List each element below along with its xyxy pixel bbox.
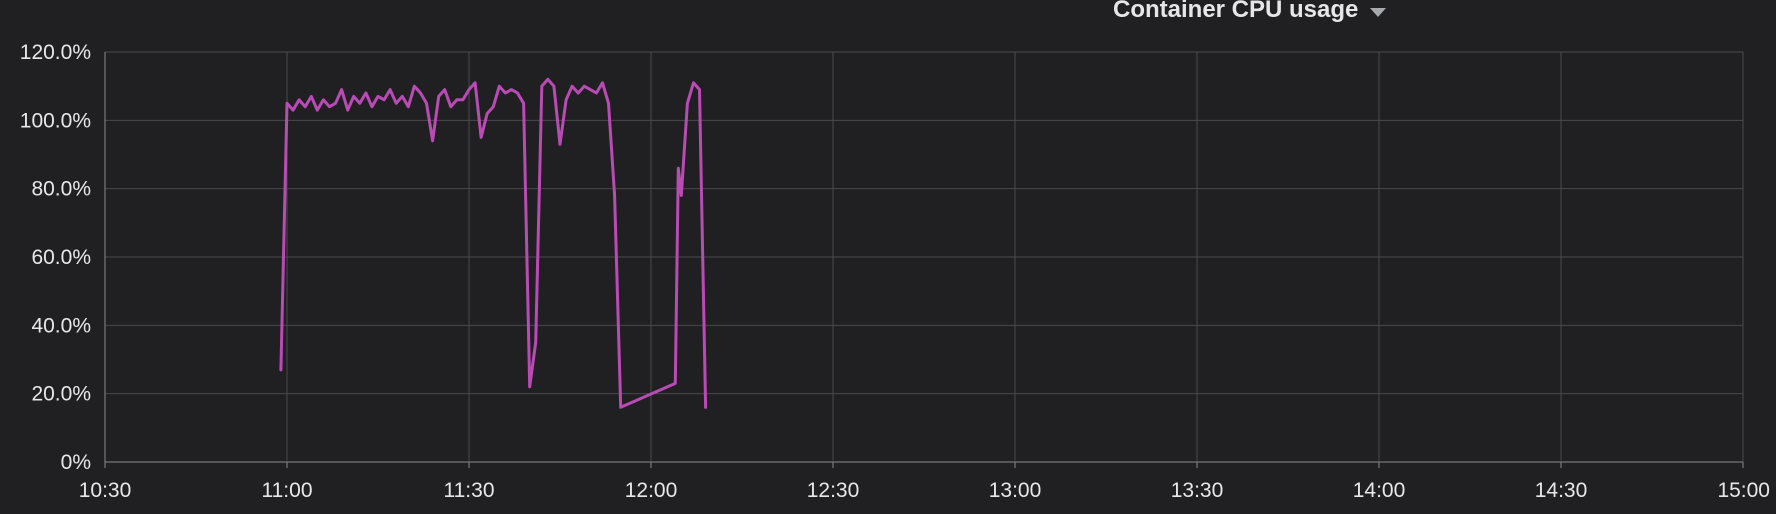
x-axis-ticks: 10:30 11:00 11:30 12:00 12:30 13:00 13:30 14:00…	[79, 479, 1770, 502]
series-line-0[interactable]	[279, 77, 708, 409]
panel-title: Container CPU usage	[1113, 0, 1359, 23]
series-layer	[279, 77, 708, 409]
x-tick-label: 14:30	[1535, 479, 1588, 502]
grid-layer	[104, 51, 1744, 468]
panel-header: Container CPU usage	[0, 0, 1776, 26]
y-tick-label: 120.0%	[20, 41, 91, 64]
y-tick-label: 100.0%	[20, 109, 91, 132]
y-tick-label: 0%	[61, 451, 91, 474]
x-tick-label: 12:00	[625, 479, 678, 502]
x-tick-label: 14:00	[1353, 479, 1406, 502]
panel-title-menu[interactable]: Container CPU usage	[1113, 0, 1387, 24]
x-tick-label: 15:00	[1717, 479, 1770, 502]
y-tick-label: 60.0%	[31, 246, 91, 269]
x-tick-label: 12:30	[807, 479, 860, 502]
chevron-down-icon[interactable]	[1370, 7, 1387, 17]
x-tick-label: 11:00	[262, 479, 313, 502]
x-tick-label: 11:30	[444, 479, 495, 502]
y-tick-label: 20.0%	[31, 383, 91, 406]
x-tick-label: 13:30	[1171, 479, 1224, 502]
y-tick-label: 80.0%	[31, 178, 91, 201]
x-tick-label: 13:00	[989, 479, 1042, 502]
y-axis-ticks: 0% 20.0% 40.0% 60.0% 80.0% 100.0% 120.0%	[20, 41, 91, 474]
x-tick-label: 10:30	[79, 479, 132, 502]
y-tick-label: 40.0%	[31, 314, 91, 337]
